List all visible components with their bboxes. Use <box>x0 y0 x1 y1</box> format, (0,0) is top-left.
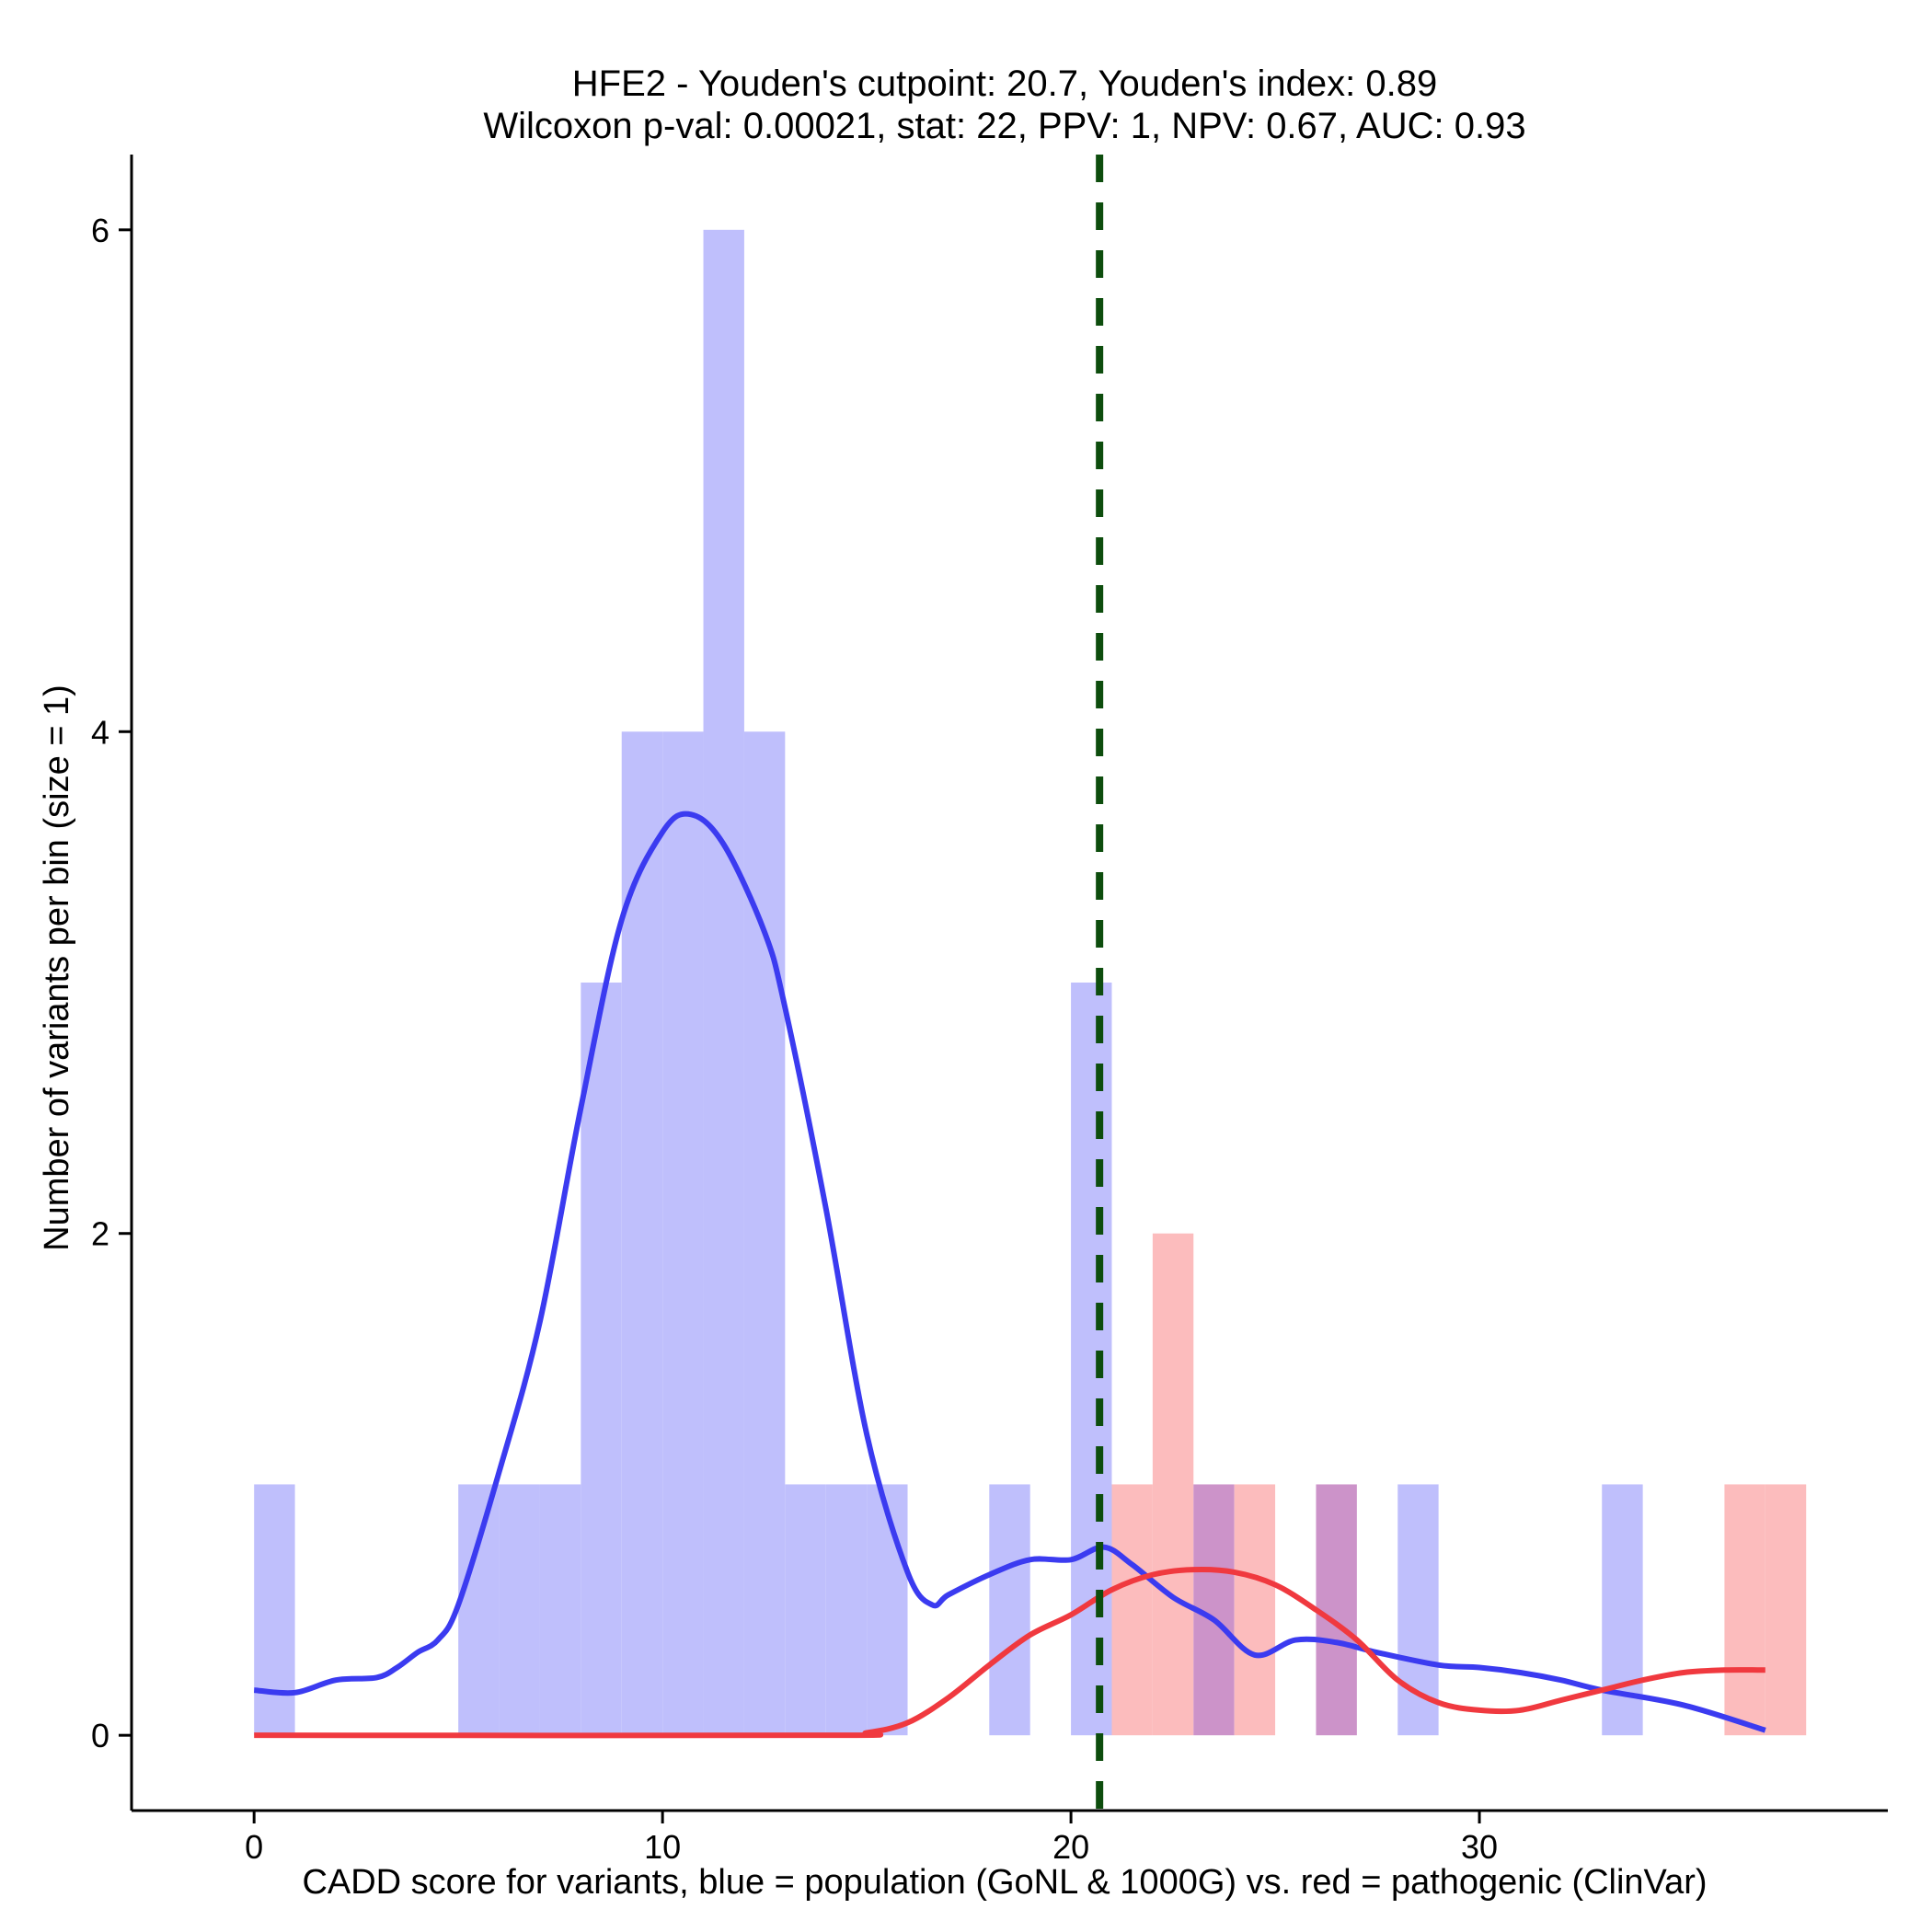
population-bar <box>499 1484 540 1736</box>
x-tick-label: 20 <box>1052 1828 1089 1866</box>
x-tick-label: 0 <box>245 1828 263 1866</box>
population-bar <box>703 229 744 1736</box>
pathogenic-bar <box>1111 1484 1153 1736</box>
population-bar <box>989 1484 1030 1736</box>
population-bar <box>867 1484 908 1736</box>
population-bar <box>785 1484 826 1736</box>
x-tick-label: 10 <box>644 1828 681 1866</box>
chart-title-line-1: HFE2 - Youden's cutpoint: 20.7, Youden's… <box>572 63 1437 104</box>
x-tick-label: 30 <box>1461 1828 1498 1866</box>
population-bar <box>743 731 786 1736</box>
density-lines <box>253 155 1766 1811</box>
histogram-bars <box>254 229 1807 1736</box>
y-tick-label: 4 <box>91 713 109 751</box>
pathogenic-bar <box>1724 1484 1765 1736</box>
pathogenic-density-line <box>254 1567 1765 1739</box>
population-bar <box>662 731 704 1736</box>
population-bar <box>254 1484 295 1736</box>
pathogenic-bar <box>1234 1484 1276 1736</box>
axis-ticks: 0 10 20 30 0 2 4 6 <box>91 212 1498 1866</box>
x-axis-label: CADD score for variants, blue = populati… <box>302 1863 1707 1902</box>
y-tick-label: 0 <box>91 1717 109 1754</box>
y-axis-label: Number of variants per bin (size = 1) <box>38 684 76 1251</box>
pathogenic-bar <box>1152 1233 1194 1736</box>
overlap-bar <box>1316 1484 1357 1736</box>
population-bar <box>458 1484 500 1736</box>
population-bar <box>621 731 663 1736</box>
pathogenic-bar <box>1765 1484 1807 1736</box>
population-bar <box>539 1484 581 1736</box>
population-density-line <box>253 811 1766 1733</box>
population-bar <box>581 983 622 1736</box>
axes <box>130 155 1888 1812</box>
population-bar <box>1071 983 1112 1736</box>
y-tick-label: 2 <box>91 1215 109 1253</box>
chart-title-line-2: Wilcoxon p-val: 0.00021, stat: 22, PPV: … <box>483 106 1525 146</box>
population-bar <box>825 1484 868 1736</box>
y-tick-label: 6 <box>91 212 109 249</box>
